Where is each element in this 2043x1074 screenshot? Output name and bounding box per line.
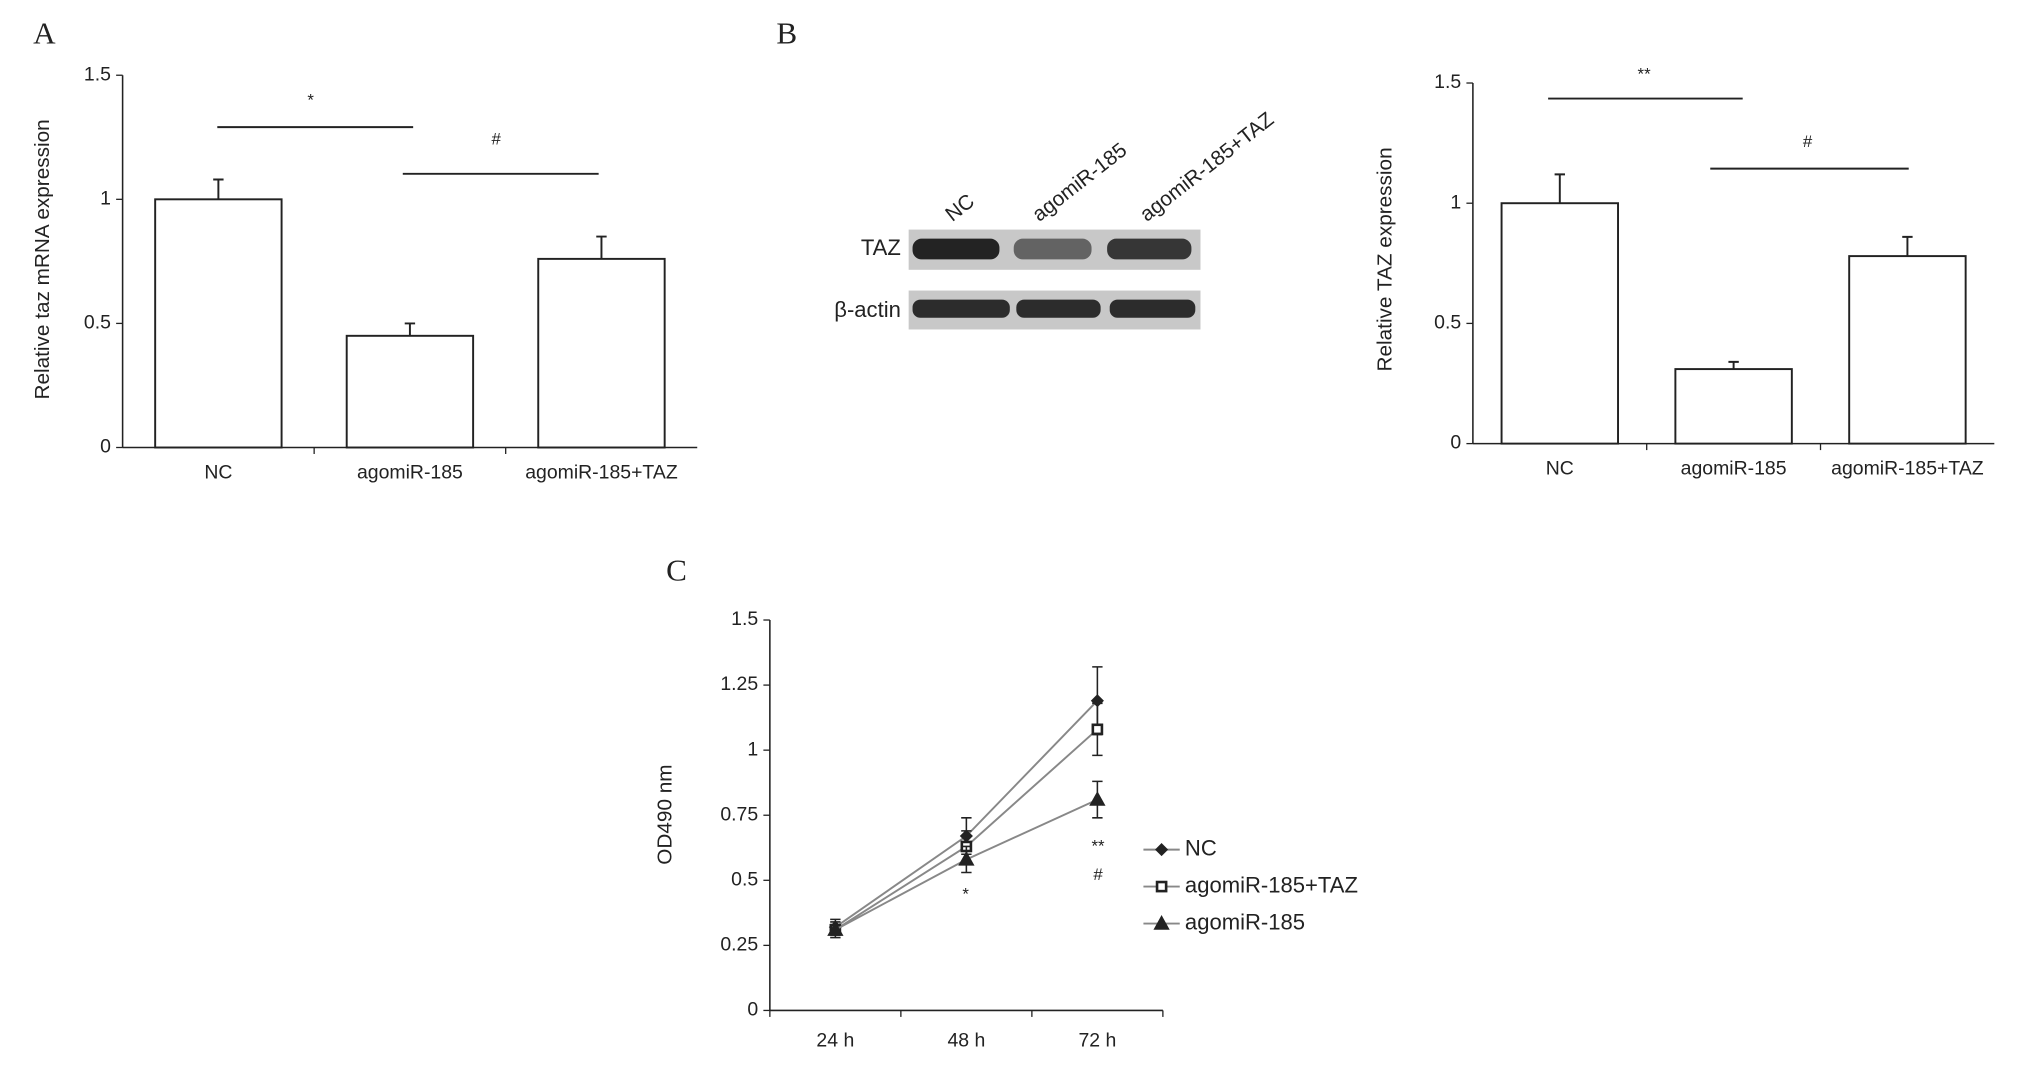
x-tick-label: agomiR-185 — [357, 462, 463, 484]
significance-label: # — [491, 130, 501, 149]
significance-label: # — [1093, 865, 1103, 884]
bar — [537, 257, 666, 449]
bar — [345, 334, 475, 449]
row-label: TAZ — [861, 235, 901, 260]
y-tick-label: 1 — [747, 738, 758, 760]
blot-band — [1016, 299, 1101, 318]
y-tick-label: 0 — [100, 436, 111, 458]
y-tick-label: 0.5 — [84, 312, 111, 334]
point — [827, 921, 844, 936]
y-tick-label: 0.75 — [720, 803, 758, 825]
error-bar — [1902, 235, 1913, 257]
y-tick-label: 0.5 — [1434, 312, 1461, 334]
point — [1091, 723, 1104, 736]
x-tick-label: agomiR-185 — [1681, 458, 1787, 480]
bar — [1848, 255, 1967, 445]
y-tick-label: 1 — [1450, 191, 1461, 213]
point — [958, 850, 975, 866]
error-bar — [1554, 173, 1565, 204]
error-bar — [404, 322, 416, 336]
y-tick-label: 1.25 — [720, 673, 758, 695]
x-tick-label: NC — [204, 462, 232, 484]
legend-marker — [1153, 915, 1170, 930]
significance-label: ** — [1091, 836, 1105, 855]
legend-marker — [1155, 880, 1168, 893]
legend-label: agomiR-185 — [1185, 909, 1305, 934]
x-tick-label: agomiR-185+TAZ — [1831, 458, 1984, 480]
y-axis-label: OD490 nm — [654, 764, 677, 864]
panel-label: B — [776, 15, 797, 50]
y-tick-label: 0 — [1450, 432, 1461, 454]
panel-label: C — [666, 552, 687, 587]
lane-label: agomiR-185 — [1028, 138, 1131, 226]
y-tick-label: 0.5 — [731, 868, 758, 890]
error-bar — [1728, 360, 1739, 370]
significance-label: * — [307, 91, 314, 110]
x-tick-label: 48 h — [947, 1030, 985, 1052]
y-tick-label: 1.5 — [731, 608, 758, 630]
bar — [154, 198, 283, 449]
significance-label: # — [1803, 132, 1813, 151]
point — [1089, 791, 1106, 806]
y-tick-label: 1 — [100, 187, 111, 209]
blot-band — [1107, 238, 1192, 260]
legend-marker — [1155, 843, 1169, 857]
bar — [1674, 368, 1793, 445]
x-tick-label: NC — [1546, 458, 1574, 480]
blot-band — [912, 299, 1010, 318]
y-tick-label: 1.5 — [84, 63, 111, 85]
x-tick-label: 24 h — [816, 1030, 854, 1052]
panel-label: A — [33, 15, 56, 50]
blot-band — [912, 238, 1000, 260]
legend-label: NC — [1185, 835, 1217, 860]
y-tick-label: 0 — [747, 999, 758, 1021]
row-label: β-actin — [834, 297, 901, 322]
y-tick-label: 0.25 — [720, 934, 758, 956]
blot-band — [1109, 299, 1196, 318]
x-tick-label: 72 h — [1078, 1030, 1116, 1052]
blot-band — [1013, 238, 1092, 260]
y-axis-label: Relative taz mRNA expression — [31, 119, 54, 399]
lane-label: agomiR-185+TAZ — [1136, 108, 1279, 227]
bar — [1500, 202, 1619, 445]
error-bar — [596, 235, 607, 259]
error-bar — [213, 178, 224, 200]
legend-label: agomiR-185+TAZ — [1185, 872, 1358, 897]
significance-label: * — [962, 884, 969, 903]
y-tick-label: 1.5 — [1434, 71, 1461, 93]
lane-label: NC — [941, 190, 979, 227]
x-tick-label: agomiR-185+TAZ — [525, 462, 678, 484]
y-axis-label: Relative TAZ expression — [1373, 147, 1396, 371]
significance-label: ** — [1638, 65, 1652, 84]
